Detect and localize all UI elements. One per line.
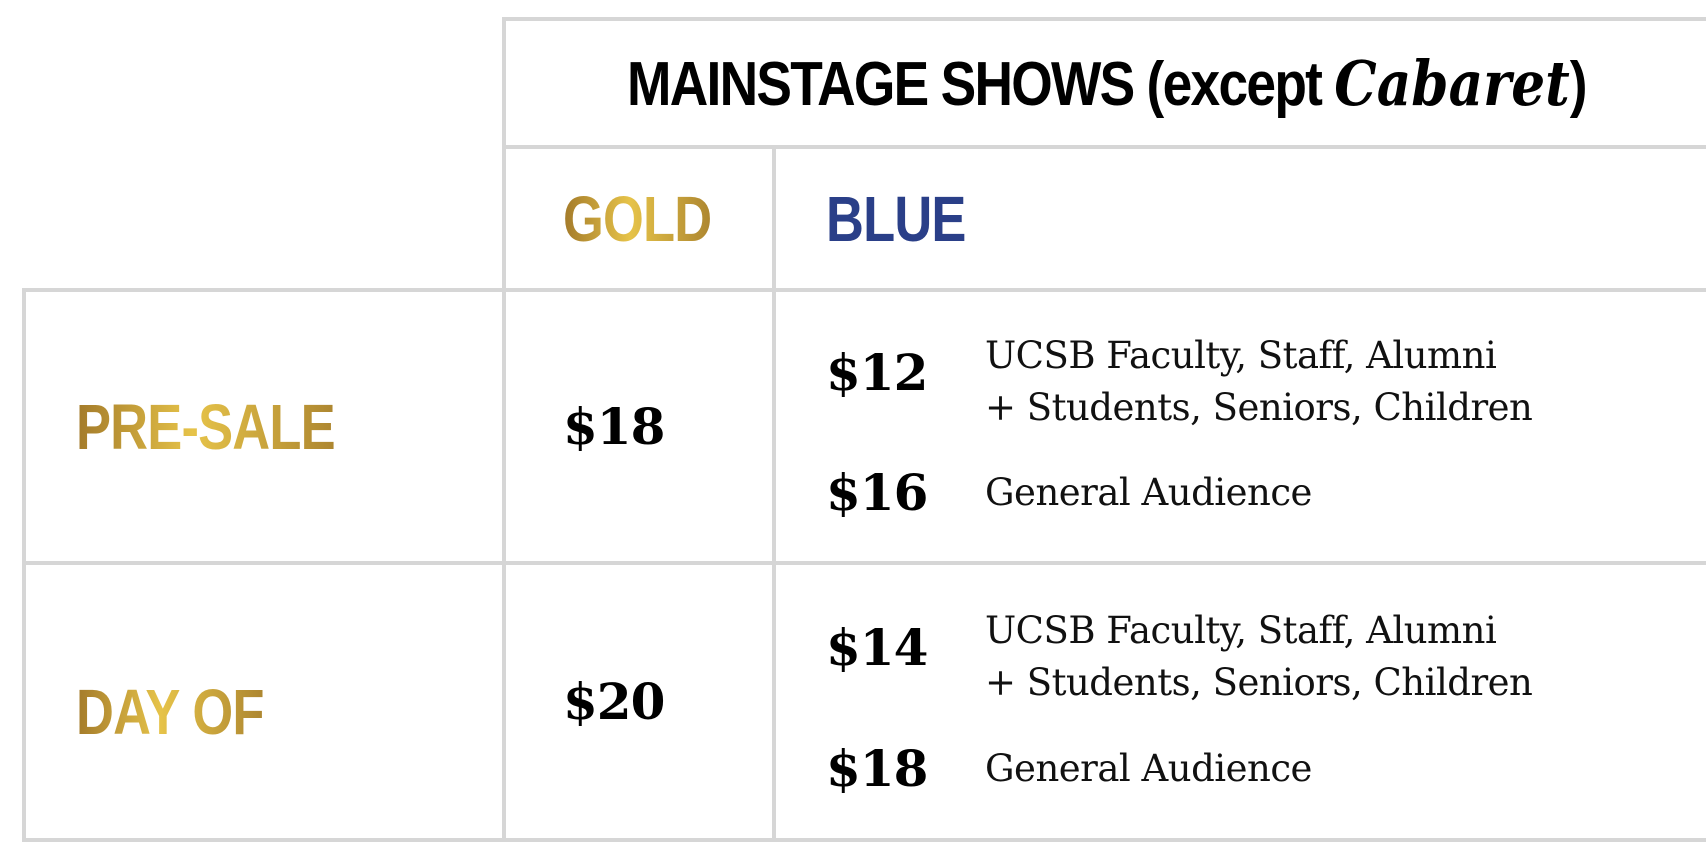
table-border-header-bottom: [503, 145, 1706, 149]
blue-price-value: $18: [826, 739, 928, 798]
row-label-presale: PRE-SALE: [76, 390, 336, 463]
row-label-cell: DAY OF: [76, 565, 305, 838]
gold-price-cell: $20: [563, 565, 665, 838]
blue-price-value: $14: [826, 618, 928, 677]
gold-label: GOLD: [563, 182, 712, 255]
blue-price-description: General Audience: [985, 467, 1312, 519]
blue-price-value: $12: [826, 343, 928, 402]
gold-price: $20: [563, 672, 665, 731]
description-line: General Audience: [985, 747, 1312, 790]
gold-price: $18: [563, 397, 665, 456]
blue-label: BLUE: [826, 182, 966, 255]
table-header: MAINSTAGE SHOWS (except Cabaret): [506, 21, 1706, 145]
blue-price: $14: [826, 610, 928, 685]
description-line: UCSB Faculty, Staff, Alumni: [985, 609, 1497, 652]
row-label-cell: PRE-SALE: [76, 292, 392, 561]
title-close-text: ): [1569, 49, 1587, 119]
blue-price-description: UCSB Faculty, Staff, Alumni + Students, …: [985, 605, 1533, 709]
blue-price: $12: [826, 335, 928, 410]
table-border-left: [22, 288, 26, 842]
description-line: + Students, Seniors, Children: [985, 661, 1533, 704]
table-border-subheader-bottom: [22, 288, 1706, 292]
description-line: UCSB Faculty, Staff, Alumni: [985, 334, 1497, 377]
blue-price-value: $16: [826, 463, 928, 522]
table-border-row1-bottom: [22, 561, 1706, 565]
column-header-blue: BLUE: [826, 149, 996, 288]
page-title: MAINSTAGE SHOWS (except Cabaret): [626, 46, 1587, 120]
blue-price-description: General Audience: [985, 743, 1312, 795]
blue-price: $18: [826, 731, 928, 806]
blue-price: $16: [826, 455, 928, 530]
gold-price-cell: $18: [563, 292, 665, 561]
description-line: + Students, Seniors, Children: [985, 386, 1533, 429]
description-line: General Audience: [985, 471, 1312, 514]
column-header-gold: GOLD: [563, 149, 744, 288]
table-border-label-divider: [502, 17, 506, 842]
row-label-dayof: DAY OF: [76, 675, 264, 748]
table-border-top: [503, 17, 1706, 21]
table-border-bottom: [22, 838, 1706, 842]
title-italic-text: Cabaret: [1333, 46, 1570, 120]
table-border-gold-divider: [772, 145, 776, 842]
blue-price-description: UCSB Faculty, Staff, Alumni + Students, …: [985, 330, 1533, 434]
title-main-text: MAINSTAGE SHOWS (except: [626, 49, 1334, 119]
